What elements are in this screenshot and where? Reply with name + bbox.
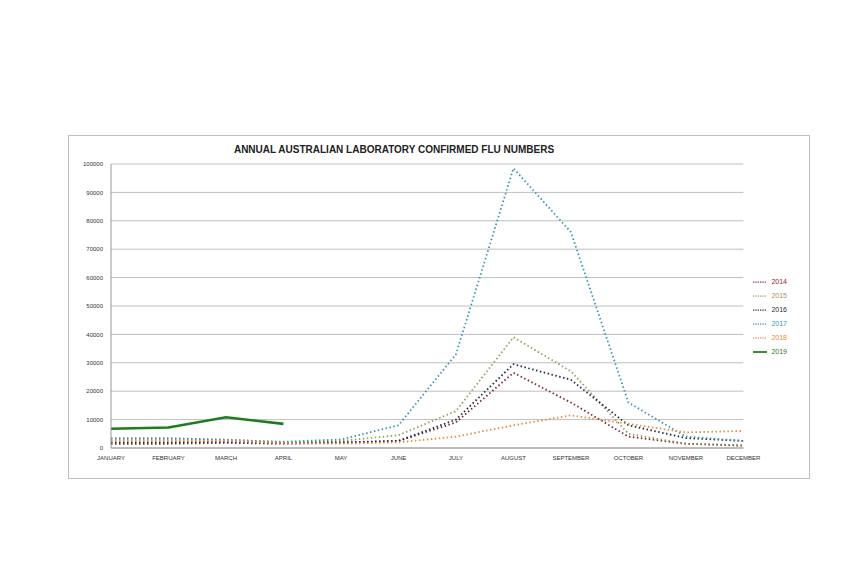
svg-text:40000: 40000	[86, 332, 103, 338]
svg-text:MAY: MAY	[335, 455, 348, 461]
svg-text:10000: 10000	[86, 417, 103, 423]
svg-text:100000: 100000	[83, 161, 104, 167]
svg-text:70000: 70000	[86, 246, 103, 252]
svg-text:DECEMBER: DECEMBER	[726, 455, 761, 461]
svg-text:90000: 90000	[86, 190, 103, 196]
html-text:2017: 2017	[771, 320, 787, 327]
html-text:2014: 2014	[771, 277, 787, 285]
svg-text:APRIL: APRIL	[275, 455, 293, 461]
svg-text:80000: 80000	[86, 218, 103, 224]
svg-text:60000: 60000	[86, 275, 103, 281]
svg-text:20000: 20000	[86, 388, 103, 394]
svg-text:30000: 30000	[86, 360, 103, 366]
svg-text:AUGUST: AUGUST	[501, 455, 526, 461]
html-text:2016: 2016	[771, 305, 787, 313]
html-text:2018: 2018	[771, 334, 787, 342]
html-text:2015: 2015	[771, 291, 787, 299]
svg-text:0: 0	[100, 445, 104, 451]
svg-text:NOVEMBER: NOVEMBER	[669, 455, 704, 461]
svg-text:OCTOBER: OCTOBER	[614, 455, 644, 461]
svg-text:FEBRUARY: FEBRUARY	[152, 455, 185, 461]
svg-text:JULY: JULY	[449, 455, 463, 461]
html-text:ANNUAL AUSTRALIAN LABORATORY C: ANNUAL AUSTRALIAN LABORATORY CONFIRMED F…	[233, 144, 555, 155]
svg-text:MARCH: MARCH	[215, 455, 237, 461]
svg-text:SEPTEMBER: SEPTEMBER	[552, 455, 590, 461]
svg-text:50000: 50000	[86, 303, 103, 309]
html-text:2019: 2019	[771, 348, 787, 356]
svg-text:JUNE: JUNE	[391, 455, 407, 461]
svg-text:JANUARY: JANUARY	[97, 455, 125, 461]
